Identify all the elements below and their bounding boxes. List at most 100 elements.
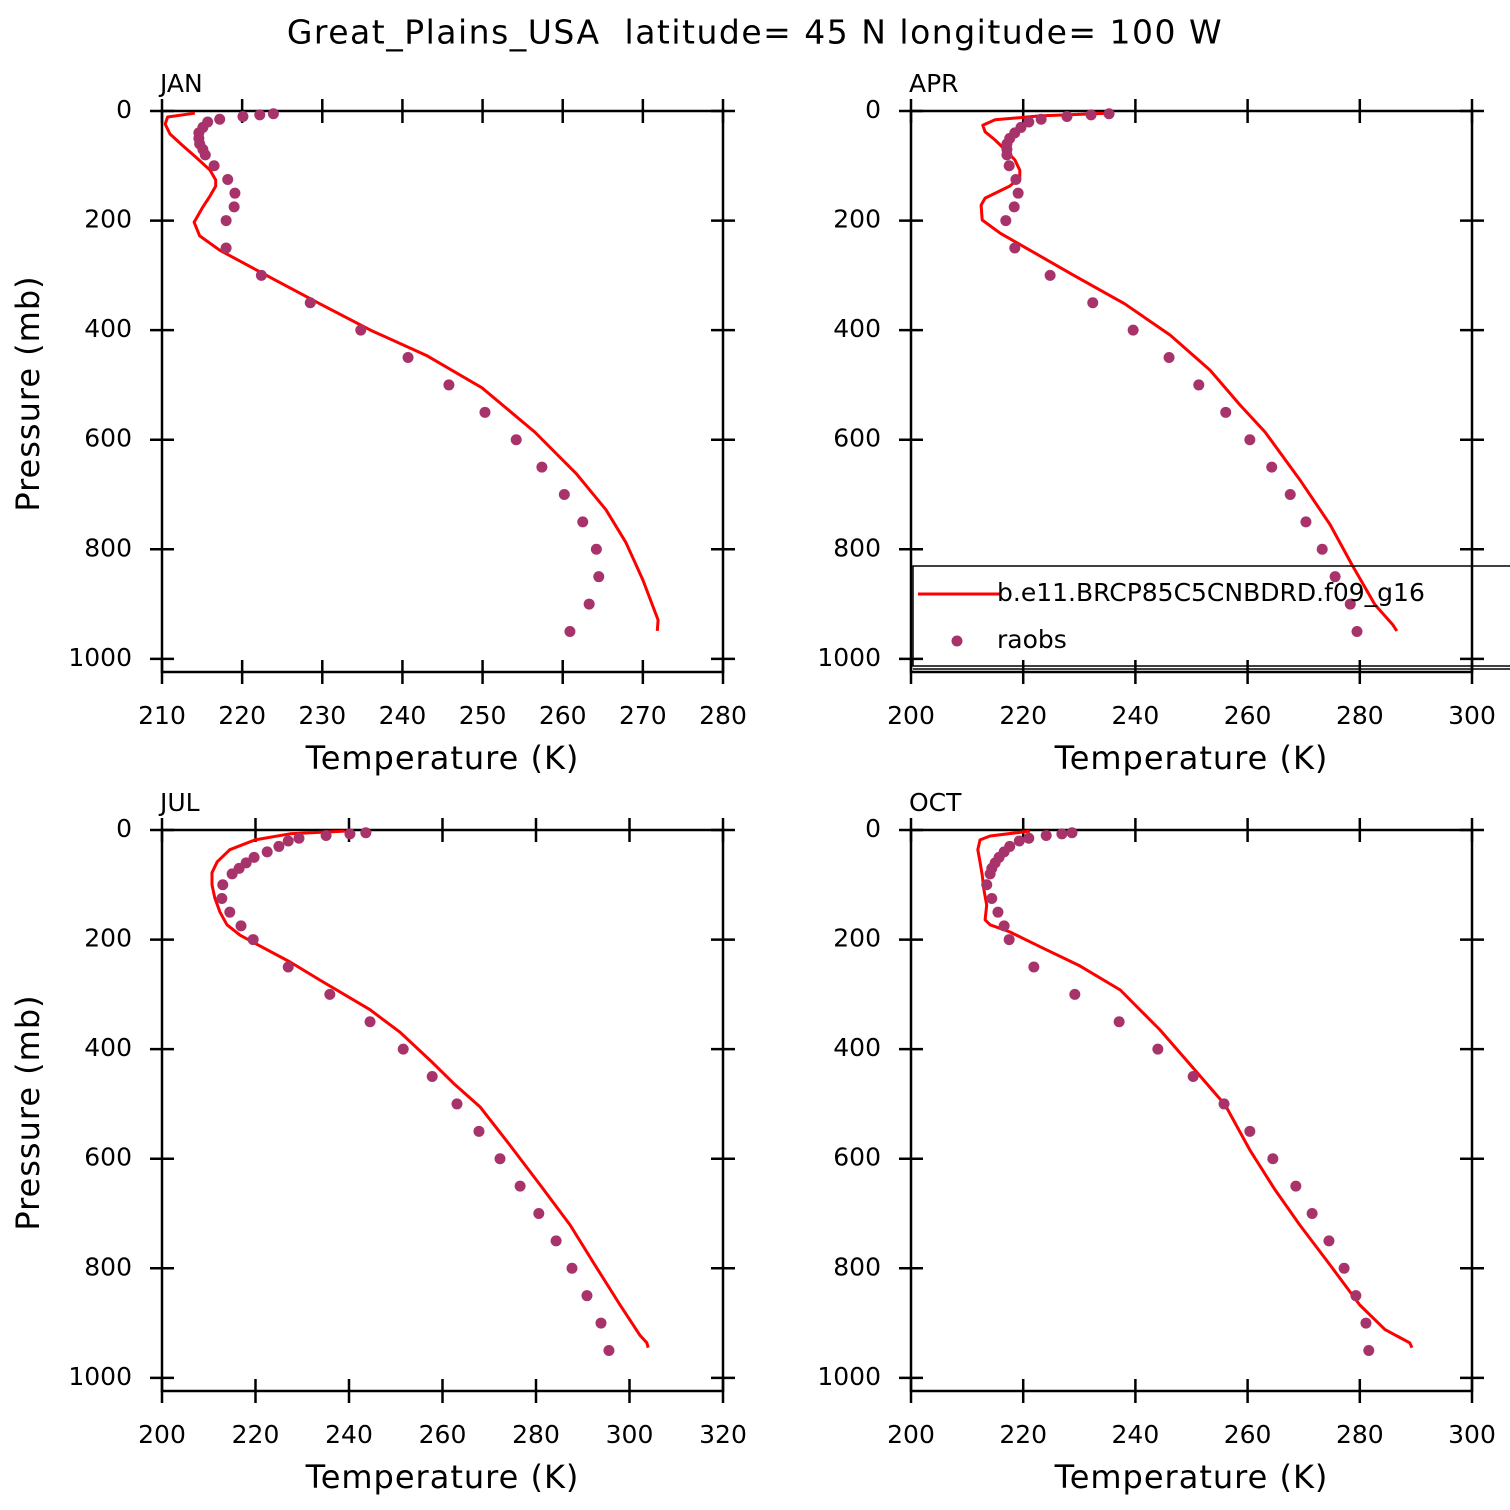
obs-point xyxy=(293,832,305,844)
x-tick-label: 210 xyxy=(138,701,186,730)
x-tick-label: 200 xyxy=(887,701,935,730)
x-tick-label: 300 xyxy=(1448,701,1496,730)
profile-line xyxy=(976,829,1414,1349)
obs-point xyxy=(1003,934,1015,946)
y-tick-label: 0 xyxy=(865,95,881,124)
y-tick-label: 1000 xyxy=(68,643,132,672)
obs-point xyxy=(1023,116,1035,128)
obs-point xyxy=(1338,1262,1350,1274)
x-tick-label: 280 xyxy=(1336,1420,1384,1449)
obs-point xyxy=(1061,110,1073,122)
y-tick-label: 200 xyxy=(833,924,881,953)
obs-point xyxy=(981,879,993,891)
plot-frame xyxy=(160,828,725,1393)
obs-point xyxy=(397,1043,409,1055)
y-tick-label: 200 xyxy=(84,205,132,234)
obs-point xyxy=(583,598,595,610)
obs-point xyxy=(1008,201,1020,213)
panel-title: APR xyxy=(909,69,959,98)
x-tick-label: 220 xyxy=(999,701,1047,730)
x-tick-label: 280 xyxy=(1336,701,1384,730)
obs-point xyxy=(1290,1180,1302,1192)
x-tick-label: 260 xyxy=(539,701,587,730)
obs-point xyxy=(986,892,998,904)
obs-point xyxy=(590,543,602,555)
x-tick-label: 260 xyxy=(1224,701,1272,730)
y-tick-label: 1000 xyxy=(817,643,881,672)
x-tick-label: 220 xyxy=(232,1420,280,1449)
obs-point xyxy=(1300,516,1312,528)
y-tick-label: 400 xyxy=(833,1033,881,1062)
x-tick-label: 300 xyxy=(1448,1420,1496,1449)
y-tick-label: 800 xyxy=(833,1252,881,1281)
obs-point xyxy=(1360,1317,1372,1329)
obs-point xyxy=(510,434,522,446)
obs-point xyxy=(273,840,285,852)
x-tick-label: 240 xyxy=(1112,1420,1160,1449)
obs-point xyxy=(229,187,241,199)
y-tick-label: 400 xyxy=(84,1033,132,1062)
y-tick-label: 600 xyxy=(84,1143,132,1172)
obs-point xyxy=(998,920,1010,932)
y-tick-label: 200 xyxy=(833,205,881,234)
obs-point xyxy=(473,1125,485,1137)
y-tick-label: 0 xyxy=(865,814,881,843)
x-axis-label: Temperature (K) xyxy=(305,739,580,777)
obs-point xyxy=(1000,215,1012,227)
obs-point xyxy=(1163,352,1175,364)
obs-point xyxy=(1351,625,1363,637)
x-axis-label: Temperature (K) xyxy=(1054,739,1329,777)
obs-point xyxy=(220,242,232,254)
obs-point xyxy=(479,406,491,418)
obs-point xyxy=(344,828,356,840)
y-tick-label: 800 xyxy=(84,533,132,562)
obs-point xyxy=(248,851,260,863)
obs-point xyxy=(1113,1016,1125,1028)
obs-point xyxy=(1035,113,1047,125)
x-tick-label: 280 xyxy=(699,701,747,730)
obs-point xyxy=(247,934,259,946)
y-tick-label: 1000 xyxy=(817,1362,881,1391)
x-axis-label: Temperature (K) xyxy=(1054,1458,1329,1496)
x-tick-label: 240 xyxy=(1112,701,1160,730)
obs-point xyxy=(1316,543,1328,555)
x-tick-label: 250 xyxy=(459,701,507,730)
panel: JUL Temperature (K) Pressure (mb) 0 200 400 60… xyxy=(9,788,747,1496)
x-tick-label: 200 xyxy=(887,1420,935,1449)
obs-point xyxy=(199,149,211,161)
y-tick-label: 600 xyxy=(833,424,881,453)
obs-point xyxy=(282,961,294,973)
obs-point xyxy=(214,113,226,125)
obs-point xyxy=(237,110,249,122)
obs-point xyxy=(1066,827,1078,839)
obs-point xyxy=(360,827,372,839)
obs-point xyxy=(1012,187,1024,199)
obs-point xyxy=(1152,1043,1164,1055)
obs-point xyxy=(282,835,294,847)
obs-point xyxy=(402,352,414,364)
obs-point xyxy=(1344,598,1356,610)
obs-point xyxy=(324,988,336,1000)
obs-point xyxy=(254,109,266,121)
y-tick-label: 400 xyxy=(84,314,132,343)
obs-point xyxy=(304,297,316,309)
x-tick-label: 280 xyxy=(512,1420,560,1449)
obs-point xyxy=(426,1071,438,1083)
obs-point xyxy=(533,1207,545,1219)
obs-point xyxy=(536,461,548,473)
obs-point xyxy=(593,571,605,583)
profile-line xyxy=(163,111,660,632)
obs-point xyxy=(1329,571,1341,583)
obs-point xyxy=(1001,149,1013,161)
obs-point xyxy=(564,625,576,637)
obs-point xyxy=(224,906,236,918)
obs-point xyxy=(1085,109,1097,121)
y-tick-label: 800 xyxy=(833,533,881,562)
obs-point xyxy=(220,215,232,227)
obs-point xyxy=(261,846,273,858)
x-tick-label: 220 xyxy=(218,701,266,730)
obs-point xyxy=(1040,829,1052,841)
obs-point xyxy=(222,173,234,185)
